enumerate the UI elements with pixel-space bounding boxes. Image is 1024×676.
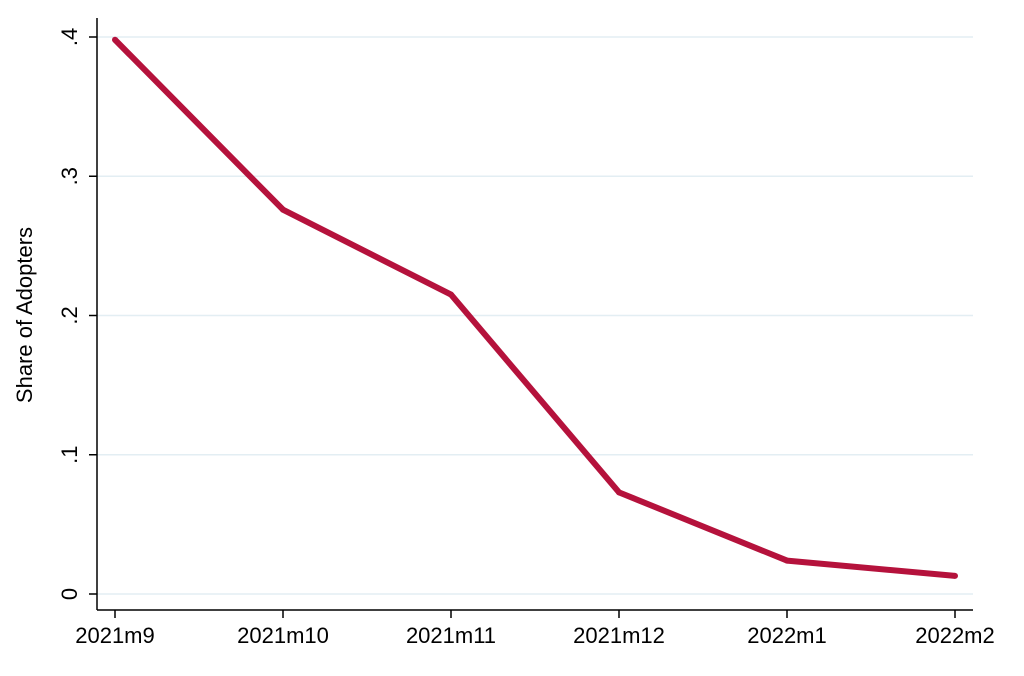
axes [96, 18, 973, 611]
series-line [112, 37, 956, 579]
y-tick-label: .1 [57, 446, 82, 464]
data-point [784, 557, 790, 564]
series [112, 36, 958, 579]
x-tick-label: 2021m9 [75, 623, 155, 648]
y-tick-label: .3 [57, 167, 82, 185]
y-axis-title: Share of Adopters [12, 227, 37, 403]
gridlines [97, 36, 973, 595]
data-point [952, 572, 958, 579]
y-tick-label: 0 [57, 588, 82, 600]
y-ticks: 0 .1 .2 .3 .4 [57, 28, 97, 600]
data-point [112, 36, 118, 43]
x-tick-label: 2021m10 [237, 623, 329, 648]
data-point [280, 206, 286, 213]
x-tick-label: 2021m11 [406, 623, 496, 648]
x-tick-label: 2021m12 [573, 623, 665, 648]
y-tick-label: .4 [57, 28, 82, 46]
data-point [616, 489, 622, 496]
data-point [448, 291, 454, 298]
x-tick-label: 2022m1 [747, 623, 827, 648]
y-tick-label: .2 [57, 306, 82, 324]
x-ticks: 2021m9 2021m10 2021m11 2021m12 2022m1 2022m2 [75, 610, 995, 648]
x-tick-label: 2022m2 [915, 623, 995, 648]
